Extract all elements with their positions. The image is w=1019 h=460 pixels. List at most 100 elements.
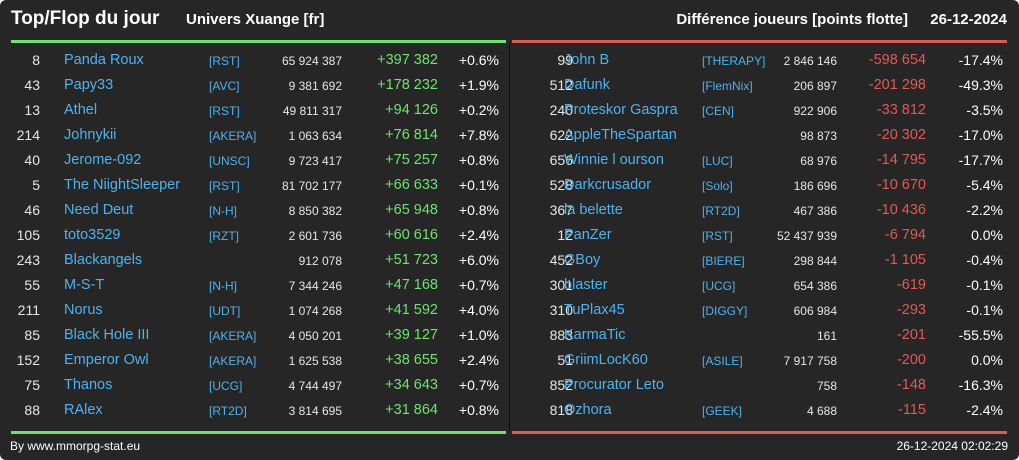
player-name-link[interactable]: Panda Roux xyxy=(64,52,144,68)
alliance-tag-link[interactable]: [AVC] xyxy=(209,79,240,93)
alliance-tag-link[interactable]: [GEEK] xyxy=(702,404,743,418)
player-points: 2 846 146 xyxy=(783,54,837,68)
top-row: 88 RAlex [RT2D] 3 814 695 +31 864 +0.8% xyxy=(0,398,509,423)
player-name-link[interactable]: blaster xyxy=(564,277,608,293)
top-row: 13 Athel [RST] 49 811 317 +94 126 +0.2% xyxy=(0,98,509,123)
player-name-link[interactable]: Dafunk xyxy=(564,77,610,93)
player-name-link[interactable]: TuPlax45 xyxy=(564,302,625,318)
alliance-tag-link[interactable]: [CEN] xyxy=(702,104,735,118)
alliance-tag-link[interactable]: [ASILE] xyxy=(702,354,743,368)
percent-change: -2.4% xyxy=(966,402,1003,418)
player-name-link[interactable]: M-S-T xyxy=(64,277,105,293)
player-points: 298 844 xyxy=(793,254,837,268)
alliance-tag-link[interactable]: [UCG] xyxy=(702,279,736,293)
player-points: 912 078 xyxy=(298,254,342,268)
percent-change: -3.5% xyxy=(966,102,1003,118)
player-name-link[interactable]: Ozhora xyxy=(564,402,612,418)
percent-change: -0.1% xyxy=(966,302,1003,318)
points-difference: -14 795 xyxy=(876,152,926,168)
player-name-link[interactable]: KarmaTic xyxy=(564,327,626,343)
player-rank: 5 xyxy=(32,177,40,193)
player-points: 758 xyxy=(816,379,837,393)
player-name-link[interactable]: Winnie l ourson xyxy=(564,152,664,168)
top-row: 43 Papy33 [AVC] 9 381 692 +178 232 +1.9% xyxy=(0,73,509,98)
points-difference: -10 670 xyxy=(876,177,926,193)
alliance-tag-link[interactable]: [BIERE] xyxy=(702,254,745,268)
percent-change: -0.4% xyxy=(966,252,1003,268)
player-name-link[interactable]: Thanos xyxy=(64,377,113,393)
player-name-link[interactable]: The NiightSleeper xyxy=(64,177,181,193)
alliance-tag-link[interactable]: [DIGGY] xyxy=(702,304,748,318)
alliance-tag-link[interactable]: [RST] xyxy=(702,229,733,243)
player-rank: 310 xyxy=(549,302,573,318)
player-points: 1 074 268 xyxy=(288,304,342,318)
alliance-tag-link[interactable]: [UCG] xyxy=(209,379,243,393)
player-rank: 818 xyxy=(549,402,573,418)
top-row: 152 Emperor Owl [AKERA] 1 625 538 +38 655 +2.… xyxy=(0,348,509,373)
alliance-tag-link[interactable]: [RST] xyxy=(209,54,240,68)
percent-change: -17.4% xyxy=(958,52,1003,68)
percent-change: +0.7% xyxy=(458,277,499,293)
player-name-link[interactable]: AppleTheSpartan xyxy=(564,127,677,143)
player-name-link[interactable]: Proteskor Gaspra xyxy=(564,102,678,118)
player-rank: 528 xyxy=(549,177,573,193)
alliance-tag-link[interactable]: [RT2D] xyxy=(702,204,740,218)
alliance-tag-link[interactable]: [RT2D] xyxy=(209,404,247,418)
percent-change: -49.3% xyxy=(958,77,1003,93)
player-name-link[interactable]: GBoy xyxy=(564,252,601,268)
player-name-link[interactable]: RAlex xyxy=(64,402,103,418)
player-name-link[interactable]: la belette xyxy=(564,202,623,218)
player-name-link[interactable]: toto3529 xyxy=(64,227,121,243)
player-points: 7 917 758 xyxy=(783,354,837,368)
player-name-link[interactable]: Need Deut xyxy=(64,202,134,218)
player-name-link[interactable]: Procurator Leto xyxy=(564,377,664,393)
player-points: 49 811 317 xyxy=(282,104,342,118)
flop-row: 240 Proteskor Gaspra [CEN] 922 906 -33 812 -3… xyxy=(510,98,1019,123)
flop-row: 367 la belette [RT2D] 467 386 -10 436 -2.2% xyxy=(510,198,1019,223)
alliance-tag-link[interactable]: [UDT] xyxy=(209,304,241,318)
alliance-tag-link[interactable]: [LUC] xyxy=(702,154,733,168)
player-name-link[interactable]: Darkcrusador xyxy=(564,177,652,193)
percent-change: +4.0% xyxy=(458,302,499,318)
flop-row: 452 GBoy [BIERE] 298 844 -1 105 -0.4% xyxy=(510,248,1019,273)
alliance-tag-link[interactable]: [AKERA] xyxy=(209,354,257,368)
player-name-link[interactable]: Emperor Owl xyxy=(64,352,149,368)
player-points: 606 984 xyxy=(793,304,837,318)
alliance-tag-link[interactable]: [Solo] xyxy=(702,179,733,193)
player-name-link[interactable]: Johnykii xyxy=(64,127,117,143)
top-divider-red xyxy=(512,40,1007,43)
player-rank: 211 xyxy=(17,302,40,318)
player-name-link[interactable]: John B xyxy=(564,52,610,68)
percent-change: 0.0% xyxy=(971,352,1003,368)
alliance-tag-link[interactable]: [RZT] xyxy=(209,229,239,243)
percent-change: -16.3% xyxy=(958,377,1003,393)
top-row: 5 The NiightSleeper [RST] 81 702 177 +66 633… xyxy=(0,173,509,198)
player-points: 922 906 xyxy=(793,104,837,118)
alliance-tag-link[interactable]: [RST] xyxy=(209,104,240,118)
player-name-link[interactable]: Jerome-092 xyxy=(64,152,142,168)
player-name-link[interactable]: Black Hole III xyxy=(64,327,150,343)
player-name-link[interactable]: GriimLocK60 xyxy=(564,352,648,368)
points-difference: +60 616 xyxy=(385,227,438,243)
points-difference: -201 298 xyxy=(868,77,926,93)
player-name-link[interactable]: PanZer xyxy=(564,227,612,243)
player-points: 4 688 xyxy=(806,404,837,418)
alliance-tag-link[interactable]: [RST] xyxy=(209,179,240,193)
player-name-link[interactable]: Blackangels xyxy=(64,252,143,268)
player-name-link[interactable]: Papy33 xyxy=(64,77,114,93)
percent-change: -17.7% xyxy=(958,152,1003,168)
alliance-tag-link[interactable]: [AKERA] xyxy=(209,129,257,143)
top-losers-list: 99 John B [THERAPY] 2 846 146 -598 654 -17.4%… xyxy=(510,48,1019,423)
player-name-link[interactable]: Athel xyxy=(64,102,98,118)
player-name-link[interactable]: Norus xyxy=(64,302,103,318)
alliance-tag-link[interactable]: [UNSC] xyxy=(209,154,250,168)
player-points: 65 924 387 xyxy=(281,54,342,68)
alliance-tag-link[interactable]: [FlemNix] xyxy=(702,79,753,93)
alliance-tag-link[interactable]: [THERAPY] xyxy=(702,54,766,68)
alliance-tag-link[interactable]: [N-H] xyxy=(209,279,237,293)
points-difference: +76 814 xyxy=(385,127,438,143)
alliance-tag-link[interactable]: [AKERA] xyxy=(209,329,257,343)
top-row: 85 Black Hole III [AKERA] 4 050 201 +39 127 +… xyxy=(0,323,509,348)
alliance-tag-link[interactable]: [N-H] xyxy=(209,204,237,218)
flop-row: 512 Dafunk [FlemNix] 206 897 -201 298 -49.3% xyxy=(510,73,1019,98)
